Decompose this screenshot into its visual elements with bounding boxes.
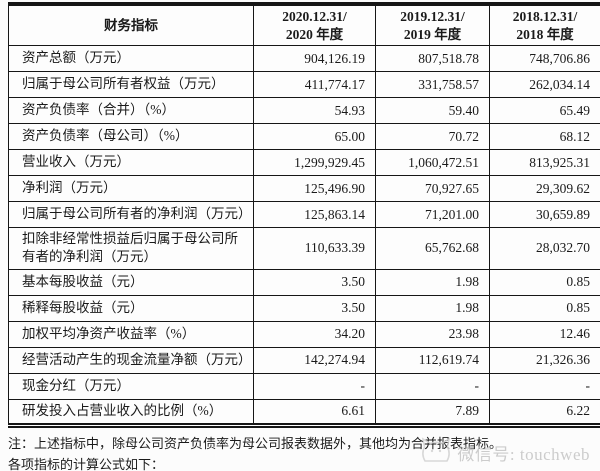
financial-indicators-table: 财务指标 2020.12.31/ 2020 年度 2019.12.31/ 201…: [8, 2, 600, 428]
table-row: 扣除非经常性损益后归属于母公司所有者的净利润（万元） 110,633.39 65…: [8, 227, 600, 270]
value-2018: 12.46: [489, 320, 600, 348]
value-2018: 0.85: [489, 268, 600, 296]
value-2019: 7.89: [375, 398, 490, 426]
header-period-2020-date: 2020.12.31/: [282, 9, 347, 24]
metric-label: 资产总额（万元）: [8, 45, 254, 73]
table-row: 资产总额（万元） 904,126.19 807,518.78 748,706.8…: [8, 45, 600, 73]
value-2019: 331,758.57: [375, 71, 490, 99]
value-2019: 1.98: [375, 268, 490, 296]
metric-label: 归属于母公司所有者权益（万元）: [8, 71, 254, 99]
table-row: 资产负债率（母公司）（%） 65.00 70.72 68.12: [8, 123, 600, 151]
header-period-2019: 2019.12.31/ 2019 年度: [375, 3, 490, 47]
footnote-line-2: 各项指标的计算公式如下：: [8, 457, 165, 471]
header-period-2019-date: 2019.12.31/: [400, 9, 465, 24]
value-2020: 65.00: [253, 123, 376, 151]
header-metric-label: 财务指标: [104, 17, 158, 33]
table-row: 经营活动产生的现金流量净额（万元） 142,274.94 112,619.74 …: [8, 346, 600, 374]
value-2019: 70,927.65: [375, 175, 490, 203]
value-2020: 1,299,929.45: [253, 149, 376, 177]
value-2019: -: [375, 372, 490, 400]
value-2018: 65.49: [489, 97, 600, 125]
header-metric: 财务指标: [8, 3, 254, 47]
value-2018: 29,309.62: [489, 175, 600, 203]
value-2020: 142,274.94: [253, 346, 376, 374]
value-2018: 813,925.31: [489, 149, 600, 177]
value-2018: 0.85: [489, 294, 600, 322]
table-row: 归属于母公司所有者权益（万元） 411,774.17 331,758.57 26…: [8, 71, 600, 99]
value-2018: 748,706.86: [489, 45, 600, 73]
value-2020: 3.50: [253, 294, 376, 322]
table-row: 资产负债率（合并）（%） 54.93 59.40 65.49: [8, 97, 600, 125]
table-row: 基本每股收益（元） 3.50 1.98 0.85: [8, 268, 600, 296]
metric-label: 资产负债率（合并）（%）: [8, 97, 254, 125]
value-2018: 68.12: [489, 123, 600, 151]
header-period-2018-date: 2018.12.31/: [512, 9, 578, 24]
table-row: 研发投入占营业收入的比例（%） 6.61 7.89 6.22: [8, 398, 600, 426]
metric-label: 研发投入占营业收入的比例（%）: [8, 398, 254, 426]
value-2019: 1.98: [375, 294, 490, 322]
value-2019: 59.40: [375, 97, 490, 125]
metric-label: 稀释每股收益（元）: [8, 294, 254, 322]
header-row: 财务指标 2020.12.31/ 2020 年度 2019.12.31/ 201…: [8, 3, 600, 47]
metric-label: 扣除非经常性损益后归属于母公司所有者的净利润（万元）: [8, 227, 254, 270]
metric-label: 净利润（万元）: [8, 175, 254, 203]
value-2018: 262,034.14: [489, 71, 600, 99]
metric-label: 现金分红（万元）: [8, 372, 254, 400]
value-2020: 3.50: [253, 268, 376, 296]
metric-label: 资产负债率（母公司）（%）: [8, 123, 254, 151]
value-2020: 110,633.39: [253, 227, 376, 270]
value-2019: 71,201.00: [375, 201, 490, 229]
metric-label: 加权平均净资产收益率（%）: [8, 320, 254, 348]
metric-label: 经营活动产生的现金流量净额（万元）: [8, 346, 254, 374]
value-2019: 1,060,472.51: [375, 149, 490, 177]
header-period-2019-year: 2019 年度: [403, 26, 462, 42]
value-2019: 807,518.78: [375, 45, 490, 73]
value-2020: 904,126.19: [253, 45, 376, 73]
footnote-line-1: 注：上述指标中，除母公司资产负债率为母公司报表数据外，其他均为合并报表指标。: [8, 436, 503, 451]
table-row: 现金分红（万元） - - -: [8, 372, 600, 400]
value-2018: 21,326.36: [489, 346, 600, 374]
metric-label: 营业收入（万元）: [8, 149, 254, 177]
table-row: 归属于母公司所有者的净利润（万元） 125,863.14 71,201.00 3…: [8, 201, 600, 229]
value-2020: 6.61: [253, 398, 376, 426]
footnote: 注：上述指标中，除母公司资产负债率为母公司报表数据外，其他均为合并报表指标。 各…: [8, 433, 596, 471]
header-period-2018-year: 2018 年度: [516, 26, 574, 42]
value-2019: 112,619.74: [375, 346, 490, 374]
table-header: 财务指标 2020.12.31/ 2020 年度 2019.12.31/ 201…: [8, 3, 600, 47]
metric-label: 归属于母公司所有者的净利润（万元）: [8, 201, 254, 229]
header-period-2018: 2018.12.31/ 2018 年度: [489, 3, 600, 47]
value-2020: -: [253, 372, 376, 400]
value-2020: 34.20: [253, 320, 376, 348]
value-2018: -: [489, 372, 600, 400]
table-row: 净利润（万元） 125,496.90 70,927.65 29,309.62: [8, 175, 600, 203]
value-2018: 30,659.89: [489, 201, 600, 229]
value-2020: 125,863.14: [253, 201, 376, 229]
value-2019: 23.98: [375, 320, 490, 348]
table-row: 加权平均净资产收益率（%） 34.20 23.98 12.46: [8, 320, 600, 348]
header-period-2020: 2020.12.31/ 2020 年度: [253, 3, 376, 47]
value-2020: 54.93: [253, 97, 376, 125]
table-body: 资产总额（万元） 904,126.19 807,518.78 748,706.8…: [8, 45, 600, 426]
value-2018: 28,032.70: [489, 227, 600, 270]
header-period-2020-year: 2020 年度: [285, 26, 344, 42]
table-row: 稀释每股收益（元） 3.50 1.98 0.85: [8, 294, 600, 322]
metric-label: 基本每股收益（元）: [8, 268, 254, 296]
value-2019: 65,762.68: [375, 227, 490, 270]
value-2019: 70.72: [375, 123, 490, 151]
value-2020: 411,774.17: [253, 71, 376, 99]
table-row: 营业收入（万元） 1,299,929.45 1,060,472.51 813,9…: [8, 149, 600, 177]
value-2018: 6.22: [489, 398, 600, 426]
value-2020: 125,496.90: [253, 175, 376, 203]
